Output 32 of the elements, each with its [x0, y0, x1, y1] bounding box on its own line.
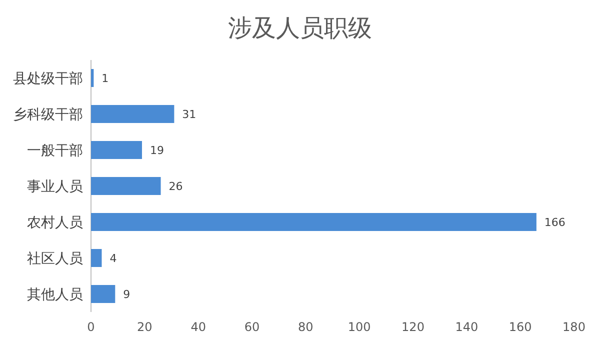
data-label: 1	[102, 72, 109, 85]
data-label: 31	[182, 108, 196, 121]
x-tick-label: 60	[244, 320, 260, 334]
chart-title: 涉及人员职级	[228, 14, 372, 42]
bar	[91, 69, 94, 87]
data-label: 4	[110, 252, 117, 265]
y-tick-label: 社区人员	[27, 251, 83, 267]
x-tick-label: 160	[508, 320, 532, 334]
y-tick-label: 乡科级干部	[13, 107, 83, 123]
bar	[91, 249, 102, 267]
x-tick-label: 120	[402, 320, 424, 334]
data-label: 166	[544, 216, 566, 229]
x-tick-label: 0	[87, 320, 95, 334]
y-tick-label: 农村人员	[27, 215, 83, 231]
y-tick-label: 一般干部	[27, 143, 83, 159]
data-label: 9	[123, 288, 130, 301]
x-tick-label: 180	[562, 320, 586, 334]
x-tick-label: 100	[348, 320, 371, 334]
x-tick-label: 20	[137, 320, 152, 334]
bar	[91, 141, 142, 159]
data-label: 19	[150, 144, 164, 157]
bar	[91, 285, 116, 303]
y-tick-label: 其他人员	[27, 287, 83, 303]
x-tick-label: 40	[190, 320, 206, 334]
data-label: 26	[168, 180, 183, 193]
y-tick-label: 县处级干部	[13, 71, 83, 87]
x-tick-label: 140	[455, 320, 478, 334]
bar	[91, 177, 161, 195]
y-tick-label: 事业人员	[27, 179, 83, 195]
bar	[91, 213, 536, 231]
x-tick-label: 80	[298, 320, 314, 334]
bar	[91, 105, 174, 123]
